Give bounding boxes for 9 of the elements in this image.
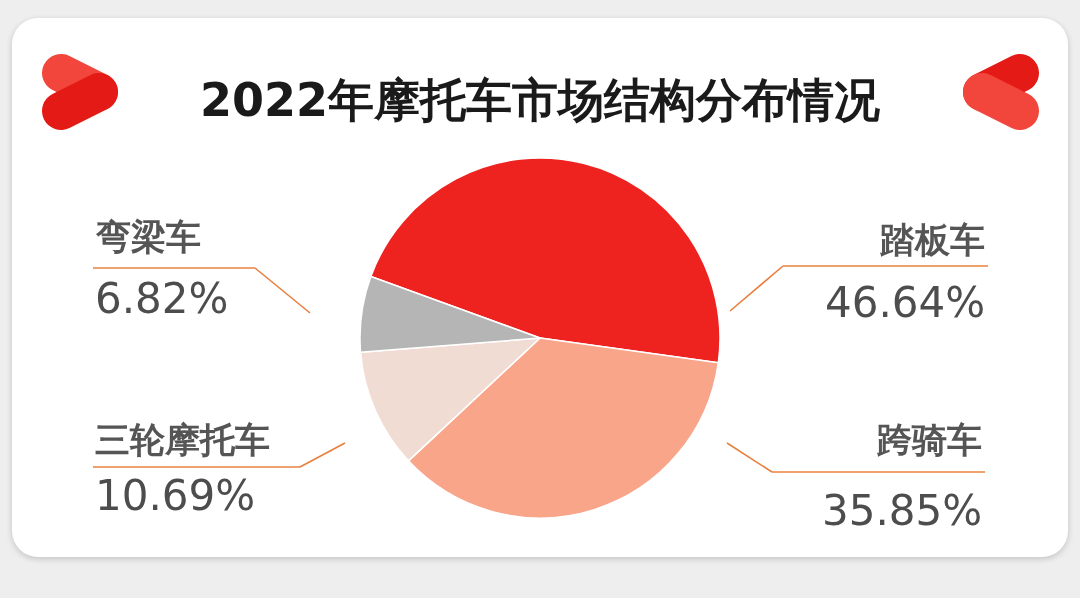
data-label: 6.82% xyxy=(95,274,229,323)
slice-label: 跨骑车 xyxy=(876,420,982,460)
slice-label: 三轮摩托车 xyxy=(95,420,270,460)
data-label: 46.64% xyxy=(825,278,986,327)
slice-label: 踏板车 xyxy=(879,220,985,260)
slice-label: 弯梁车 xyxy=(95,217,201,257)
data-label: 35.85% xyxy=(822,486,983,535)
data-label: 10.69% xyxy=(95,471,256,520)
chart-title: 2022年摩托车市场结构分布情况 xyxy=(199,73,881,128)
